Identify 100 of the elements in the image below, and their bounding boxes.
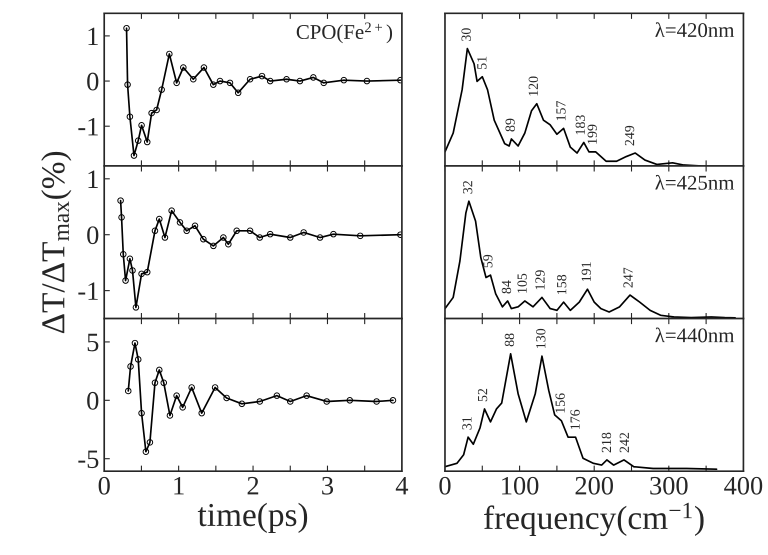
point — [158, 86, 165, 93]
annotation: 158 — [556, 274, 566, 294]
y-tick-label: -1 — [78, 118, 98, 136]
point — [234, 90, 242, 96]
x-tick-label: 0 — [439, 476, 451, 495]
point — [130, 152, 138, 159]
y-tick-label: 1 — [88, 170, 98, 188]
point — [138, 122, 145, 129]
annotation: 89 — [505, 118, 515, 132]
point — [156, 216, 163, 222]
point — [246, 76, 254, 83]
annotation: 32 — [463, 181, 472, 194]
point — [274, 392, 280, 399]
point — [176, 219, 184, 226]
point — [142, 448, 150, 455]
point — [124, 81, 131, 88]
y-tick-label: 5 — [88, 334, 98, 352]
point — [226, 80, 234, 86]
annotation: 247 — [623, 268, 633, 288]
point — [200, 236, 207, 242]
point — [129, 267, 136, 274]
point — [300, 229, 307, 236]
point — [296, 78, 304, 84]
point — [120, 251, 127, 258]
point — [134, 137, 142, 144]
annotation: 191 — [582, 262, 591, 282]
x-tick-label: 400 — [724, 476, 762, 495]
annotation: 183 — [576, 115, 585, 134]
point — [287, 398, 294, 405]
y-tick-label: 0 — [87, 226, 98, 244]
point — [144, 138, 150, 146]
annotation: 242 — [620, 432, 629, 452]
annotation: 105 — [517, 274, 527, 293]
annotation: 156 — [556, 393, 565, 413]
x-axis-title: frequency(cm$^{−1}$) — [484, 502, 704, 536]
point — [238, 400, 246, 408]
point — [364, 78, 370, 84]
point — [256, 234, 264, 241]
x-tick-label: 200 — [576, 476, 613, 495]
annotation: 249 — [624, 126, 634, 146]
point — [132, 340, 138, 346]
point — [210, 81, 217, 88]
point — [225, 240, 232, 248]
point — [166, 50, 173, 58]
x-tick-label: 1 — [174, 476, 184, 494]
point — [127, 363, 134, 370]
point — [373, 398, 380, 405]
y-tick-label: 0 — [87, 72, 98, 90]
point — [258, 72, 266, 80]
text: λ=440nm — [655, 328, 734, 342]
point — [356, 232, 364, 240]
text: λ=425nm — [655, 174, 734, 190]
point — [198, 410, 205, 416]
point — [179, 404, 186, 411]
point — [162, 234, 168, 241]
point — [220, 234, 227, 241]
point — [126, 255, 134, 262]
point — [180, 64, 187, 71]
point — [200, 64, 208, 71]
text: λ=420nm — [655, 22, 734, 38]
point — [148, 110, 155, 116]
point — [166, 412, 174, 419]
point — [126, 113, 134, 120]
annotation: 51 — [477, 56, 487, 69]
x-tick-label: 2 — [248, 476, 258, 494]
point — [138, 410, 145, 416]
annotation: 157 — [556, 100, 566, 120]
annotation: 120 — [528, 76, 538, 96]
point — [122, 277, 129, 284]
point — [266, 230, 274, 238]
point — [123, 24, 130, 32]
point — [210, 242, 217, 250]
point — [156, 366, 163, 374]
y-tick-label: 1 — [88, 28, 98, 46]
point — [320, 80, 328, 86]
annotation: 84 — [502, 280, 512, 294]
point — [173, 392, 180, 399]
point — [152, 380, 158, 386]
annotation: 88 — [504, 333, 514, 346]
point — [316, 234, 324, 241]
point — [134, 356, 142, 363]
annotation: 52 — [478, 388, 488, 402]
annotation: 31 — [462, 417, 472, 430]
annotation: CPO(Fe$^{2+}$) — [296, 22, 392, 44]
point — [340, 76, 348, 84]
annotation: 59 — [483, 254, 492, 268]
point — [117, 197, 124, 204]
point — [216, 78, 224, 84]
y-tick-label: 0 — [87, 392, 98, 410]
x-tick-label: 3 — [322, 476, 334, 495]
point — [266, 78, 274, 84]
point — [233, 228, 240, 234]
annotation: 129 — [535, 270, 545, 290]
point — [118, 214, 125, 221]
point — [212, 384, 218, 391]
point — [138, 270, 145, 278]
y-axis-title: ΔT/ΔT$_{max}$(%) — [41, 152, 72, 334]
annotation: 130 — [536, 328, 546, 348]
point — [390, 397, 396, 404]
point — [256, 398, 264, 405]
